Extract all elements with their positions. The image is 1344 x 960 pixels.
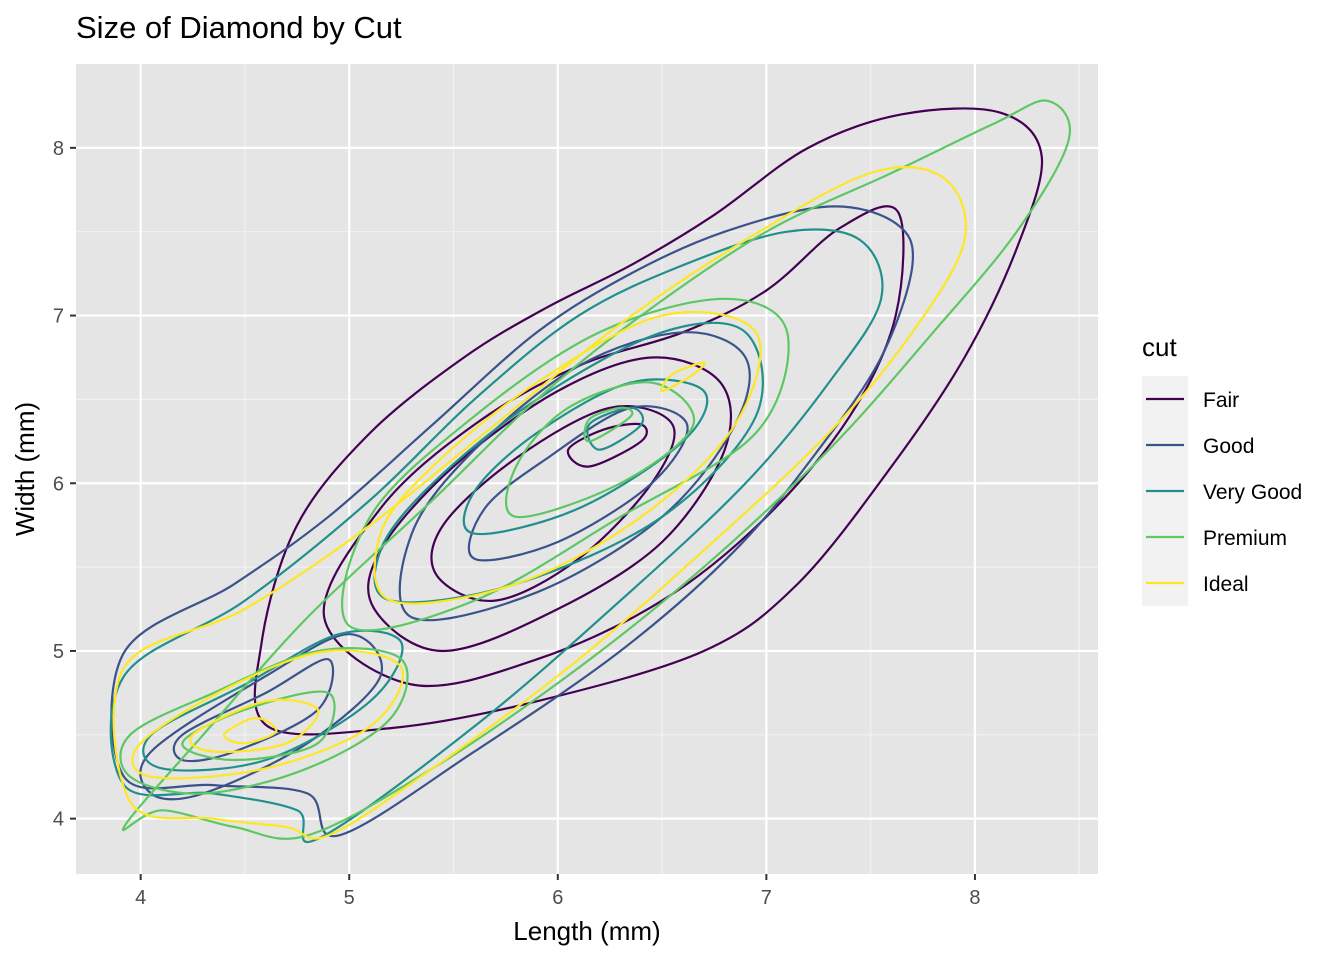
y-tick-label: 4	[53, 809, 64, 831]
contour-good	[468, 405, 689, 562]
legend-title: cut	[1142, 332, 1177, 362]
y-tick-label: 7	[53, 306, 64, 328]
contour-fair	[430, 405, 676, 602]
contour-good	[398, 331, 751, 622]
contour-layer	[109, 99, 1071, 844]
x-axis: 4 5 6 7 8	[135, 874, 981, 909]
x-tick-label: 6	[552, 887, 563, 909]
contour-ideal	[373, 310, 762, 605]
contour-premium	[181, 690, 336, 762]
x-tick-label: 8	[969, 887, 980, 909]
x-axis-label: Length (mm)	[513, 916, 660, 946]
chart-title: Size of Diamond by Cut	[76, 10, 402, 45]
contour-ideal	[222, 716, 278, 745]
contour-ideal	[131, 649, 404, 780]
contour-ideal	[660, 361, 706, 393]
contour-fair	[253, 107, 1044, 736]
legend-label-fair: Fair	[1203, 389, 1239, 412]
contour-good	[139, 633, 383, 801]
x-tick-label: 7	[761, 887, 772, 909]
contour-very-good	[109, 228, 884, 844]
y-tick-label: 6	[53, 473, 64, 495]
contour-very-good	[462, 378, 709, 536]
legend-label-ideal: Ideal	[1203, 573, 1249, 596]
contour-premium	[504, 381, 696, 519]
legend: cut Fair Good Very Good Premium Ideal	[1142, 332, 1302, 606]
y-axis-label: Width (mm)	[10, 402, 40, 536]
legend-label-very-good: Very Good	[1203, 481, 1302, 504]
contour-premium	[341, 297, 790, 632]
contour-very-good	[586, 406, 645, 451]
x-tick-label: 4	[135, 887, 146, 909]
contour-ideal	[112, 166, 967, 840]
x-tick-label: 5	[344, 887, 355, 909]
contour-fair	[367, 356, 733, 653]
y-tick-label: 5	[53, 641, 64, 663]
contour-premium	[583, 406, 634, 443]
y-tick-label: 8	[53, 138, 64, 160]
contour-fair	[566, 422, 648, 468]
contour-very-good	[373, 321, 764, 604]
legend-label-good: Good	[1203, 435, 1254, 458]
legend-label-premium: Premium	[1203, 527, 1287, 550]
plot-panel	[76, 64, 1098, 874]
contour-good	[110, 205, 915, 838]
y-axis: 4 5 6 7 8	[53, 138, 76, 831]
contour-ideal	[189, 698, 320, 754]
